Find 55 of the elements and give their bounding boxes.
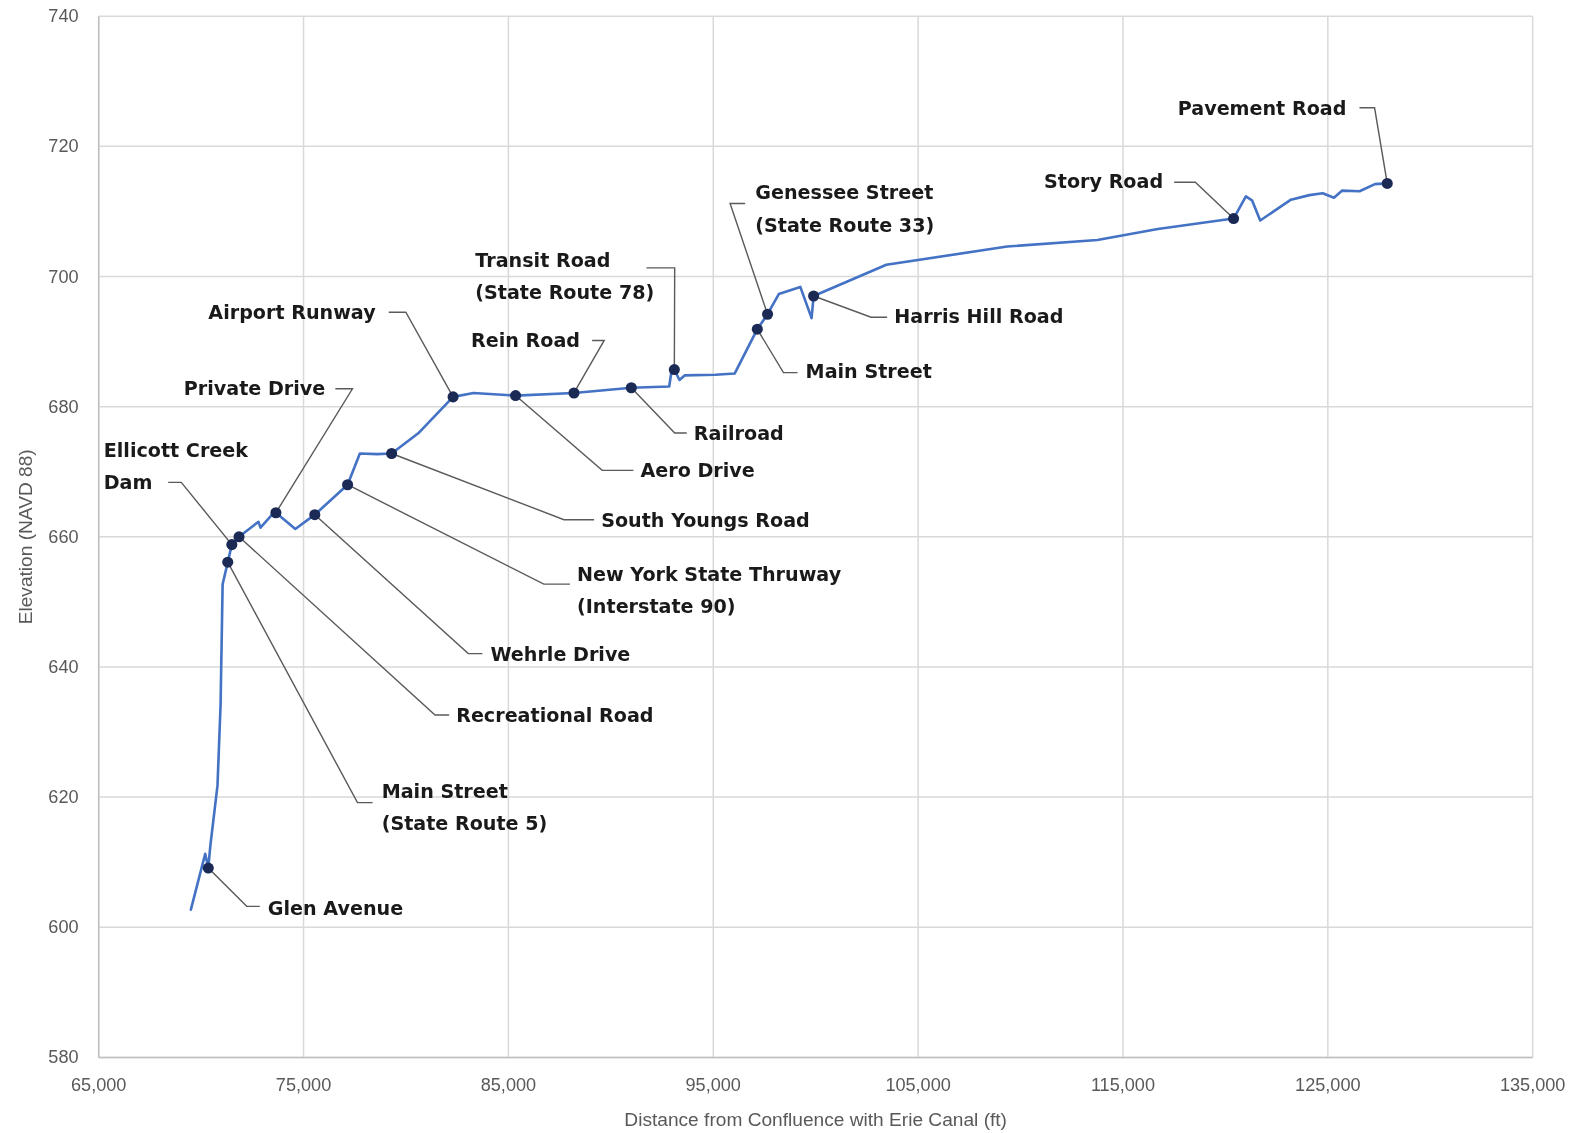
annotation: Harris Hill Road bbox=[894, 305, 1064, 329]
x-tick-label: 85,000 bbox=[480, 1074, 537, 1095]
annotation: Story Road bbox=[1044, 170, 1164, 194]
annotation: Main Street bbox=[805, 359, 932, 383]
point bbox=[751, 323, 763, 335]
point bbox=[222, 556, 234, 568]
annotation: Rein Road bbox=[471, 329, 581, 353]
point bbox=[309, 509, 321, 521]
y-tick-label: 620 bbox=[48, 787, 79, 808]
y-tick-label: 700 bbox=[48, 266, 79, 287]
point bbox=[447, 391, 459, 403]
annotation: South Youngs Road bbox=[601, 508, 810, 532]
annotation: Main Street (State Route 5) bbox=[381, 779, 548, 835]
point bbox=[510, 390, 522, 402]
point bbox=[226, 539, 238, 551]
annotation: New York State Thruway (Interstate 90) bbox=[577, 563, 842, 619]
y-tick-label: 720 bbox=[48, 136, 79, 157]
x-tick-label: 135,000 bbox=[1499, 1074, 1566, 1095]
point bbox=[762, 308, 774, 320]
annotation: Private Drive bbox=[183, 376, 326, 400]
point bbox=[668, 364, 680, 376]
point bbox=[808, 290, 820, 302]
annotation: Pavement Road bbox=[1177, 96, 1347, 120]
annotation: Wehrle Drive bbox=[490, 642, 631, 666]
x-tick-label: 95,000 bbox=[685, 1074, 741, 1095]
x-tick-label: 105,000 bbox=[885, 1074, 951, 1095]
x-axis-title: Distance from Confluence with Erie Canal (ft) bbox=[624, 1108, 1008, 1130]
y-tick-label: 640 bbox=[48, 656, 79, 677]
x-tick-label: 115,000 bbox=[1090, 1074, 1156, 1095]
y-axis-title: Elevation (NAVD 88) bbox=[15, 449, 37, 625]
annotation: Recreational Road bbox=[456, 704, 654, 728]
annotation: Transit Road (State Route 78) bbox=[475, 248, 655, 305]
point bbox=[568, 387, 580, 399]
annotation: Glen Avenue bbox=[267, 897, 404, 921]
point bbox=[233, 531, 245, 543]
point bbox=[625, 382, 637, 394]
y-tick-label: 660 bbox=[48, 526, 79, 547]
x-tick-label: 65,000 bbox=[70, 1074, 127, 1095]
point bbox=[1228, 213, 1240, 225]
annotation: Airport Runway bbox=[208, 301, 377, 325]
y-tick-label: 580 bbox=[48, 1047, 79, 1068]
annotation: Genessee Street (State Route 33) bbox=[755, 181, 935, 237]
annotation: Aero Drive bbox=[640, 459, 755, 483]
point bbox=[342, 479, 354, 491]
y-tick-label: 600 bbox=[48, 917, 79, 938]
y-tick-label: 680 bbox=[48, 396, 79, 417]
point bbox=[386, 447, 398, 460]
x-tick-label: 75,000 bbox=[275, 1074, 332, 1095]
point bbox=[1381, 177, 1393, 189]
annotation: Railroad bbox=[693, 422, 784, 446]
point bbox=[270, 507, 282, 519]
point bbox=[202, 862, 214, 874]
annotation: Ellicott Creek Dam bbox=[103, 439, 250, 495]
y-tick-label: 740 bbox=[48, 6, 79, 27]
x-tick-label: 125,000 bbox=[1295, 1074, 1361, 1095]
